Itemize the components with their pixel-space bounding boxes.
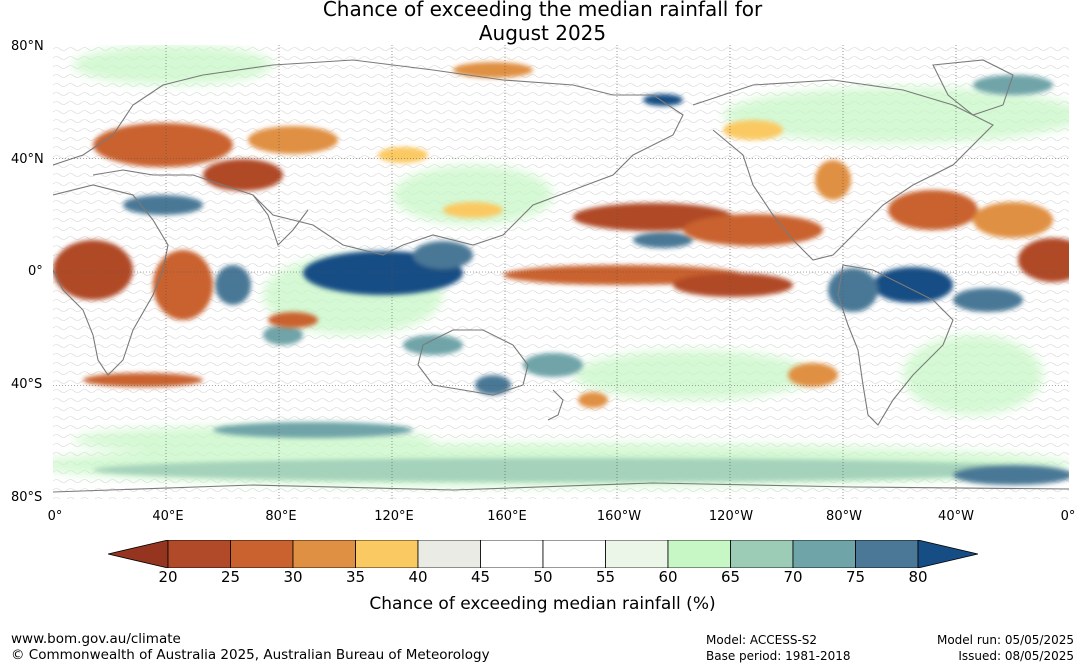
footer-website[interactable]: www.bom.gov.au/climate — [11, 631, 181, 647]
colorbar-cell — [855, 540, 919, 568]
colorbar-cell — [792, 540, 856, 568]
lat-label-40n: 40°N — [11, 152, 44, 167]
lat-label-80n: 80°N — [11, 39, 44, 54]
footer-issued: Issued: 08/05/2025 — [958, 649, 1074, 663]
dry-anomaly-regions — [53, 62, 1069, 408]
colorbar-tick-label: 65 — [720, 568, 741, 586]
colorbar-cells — [167, 540, 919, 568]
colorbar-tick-label: 60 — [658, 568, 678, 586]
colorbar-tick-label: 35 — [345, 568, 366, 586]
lat-label-0: 0° — [28, 264, 43, 279]
colorbar-tick-label: 80 — [908, 568, 928, 586]
lon-label-0: 0° — [47, 509, 63, 524]
lat-label-40s: 40°S — [11, 377, 43, 392]
colorbar-cell — [605, 540, 669, 568]
colorbar-tick-label: 45 — [470, 568, 491, 586]
colorbar-tick-label: 30 — [283, 568, 303, 586]
colorbar-cell — [417, 540, 481, 568]
colorbar-cell — [230, 540, 294, 568]
lat-label-80s: 80°S — [11, 490, 43, 505]
lon-label-0-right: 0° — [1060, 509, 1076, 524]
colorbar-cell — [730, 540, 794, 568]
lon-label-120e: 120°E — [374, 509, 414, 524]
lon-label-80e: 80°E — [265, 509, 297, 524]
lon-label-80w: 80°W — [826, 509, 862, 524]
colorbar-tick-label: 40 — [408, 568, 428, 586]
colorbar-high-extend — [917, 540, 978, 568]
colorbar-label: Chance of exceeding median rainfall (%) — [369, 594, 716, 614]
colorbar-tick-label: 50 — [533, 568, 553, 586]
lon-label-120w: 120°W — [708, 509, 754, 524]
colorbar-tick-label: 70 — [783, 568, 803, 586]
colorbar-tick-label: 55 — [595, 568, 616, 586]
footer-copyright: © Commonwealth of Australia 2025, Austra… — [11, 647, 490, 663]
colorbar-cell — [542, 540, 606, 568]
map-title: Chance of exceeding the median rainfall … — [0, 0, 1085, 45]
footer-base-period: Base period: 1981-2018 — [706, 649, 851, 663]
coastlines — [53, 59, 1069, 493]
colorbar-cell — [667, 540, 731, 568]
colorbar-cell — [480, 540, 544, 568]
lon-label-40w: 40°W — [938, 509, 974, 524]
rainfall-probability-map — [53, 45, 1069, 499]
colorbar — [108, 540, 978, 568]
footer-model-run: Model run: 05/05/2025 — [936, 633, 1074, 647]
colorbar-cell — [167, 540, 231, 568]
lon-label-160e: 160°E — [487, 509, 527, 524]
title-line-2: August 2025 — [478, 21, 607, 45]
colorbar-tick-label: 75 — [845, 568, 866, 586]
colorbar-cell — [355, 540, 419, 568]
wet-anomaly-regions — [93, 75, 1069, 485]
footer-model: Model: ACCESS-S2 — [706, 633, 818, 647]
colorbar-tick-label: 20 — [158, 568, 178, 586]
lon-label-160w: 160°W — [596, 509, 642, 524]
colorbar-cell — [292, 540, 356, 568]
colorbar-low-extend — [108, 540, 169, 568]
lon-label-40e: 40°E — [152, 509, 184, 524]
title-line-1: Chance of exceeding the median rainfall … — [322, 0, 763, 21]
graticule — [53, 45, 1069, 499]
colorbar-tick-label: 25 — [220, 568, 241, 586]
